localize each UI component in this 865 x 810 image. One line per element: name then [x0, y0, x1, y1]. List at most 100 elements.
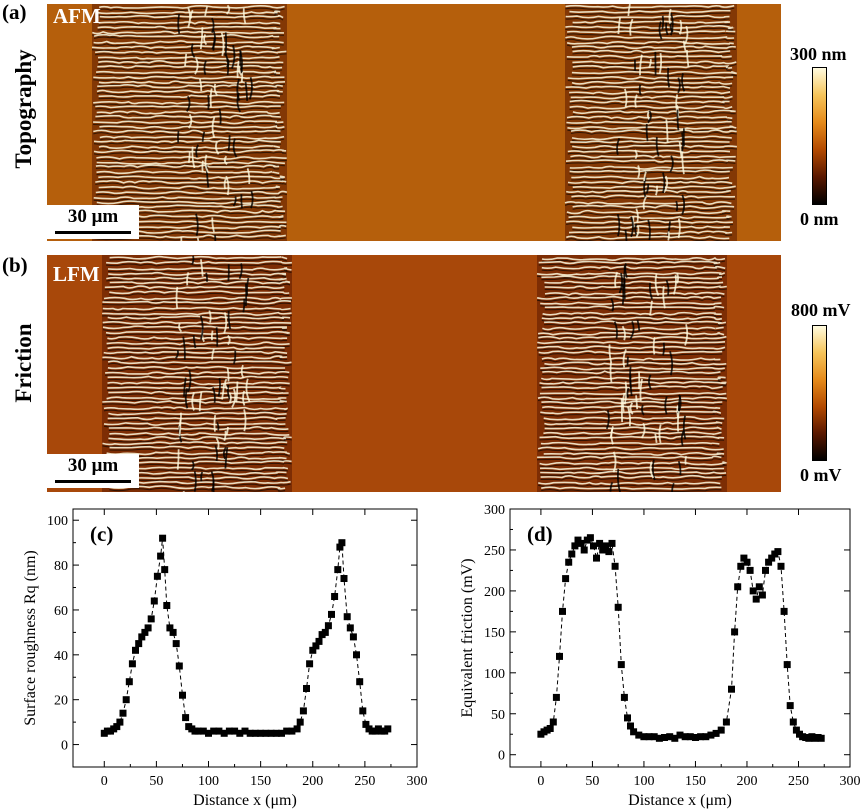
- data-point: [620, 693, 628, 701]
- y-tick-label: 150: [484, 626, 505, 641]
- data-point: [565, 558, 573, 566]
- data-point: [717, 726, 725, 734]
- x-axis-label: Distance x (μm): [628, 792, 732, 809]
- data-point: [559, 607, 566, 615]
- data-point: [707, 731, 715, 739]
- y-tick-label: 250: [484, 544, 505, 559]
- data-point: [768, 554, 776, 562]
- x-tick-label: 50: [149, 774, 163, 789]
- x-axis-label: Distance x (μm): [193, 792, 297, 809]
- data-point: [762, 566, 769, 574]
- data-point: [577, 539, 585, 547]
- data-point: [728, 685, 735, 693]
- data-point: [288, 727, 296, 735]
- panel-a-label: (a): [2, 0, 27, 24]
- data-point: [334, 566, 342, 574]
- data-point: [293, 725, 301, 733]
- x-tick-label: 250: [354, 774, 375, 789]
- afm-title: AFM: [53, 4, 101, 28]
- data-point: [241, 727, 249, 735]
- x-tick-label: 200: [302, 774, 323, 789]
- lfm-friction-image: [47, 255, 781, 492]
- friction-colorbar: [812, 325, 827, 461]
- y-tick-label: 200: [484, 585, 505, 600]
- x-tick-label: 100: [198, 774, 219, 789]
- data-point: [627, 722, 634, 730]
- data-point: [630, 728, 638, 736]
- data-point: [614, 603, 622, 611]
- data-point: [159, 534, 167, 542]
- data-point: [312, 642, 320, 650]
- data-point: [755, 583, 763, 591]
- data-point: [163, 602, 171, 609]
- y-tick-label: 0: [498, 749, 505, 764]
- lfm-title: LFM: [53, 262, 100, 286]
- data-point: [220, 729, 228, 737]
- data-point: [331, 593, 339, 600]
- data-point: [205, 729, 212, 737]
- data-point: [175, 662, 183, 670]
- data-point: [179, 691, 186, 699]
- topography-colorbar: [812, 67, 827, 205]
- data-point: [697, 733, 705, 741]
- data-point: [257, 729, 265, 737]
- data-point: [321, 628, 329, 636]
- data-point: [328, 610, 335, 618]
- plot-frame: [72, 508, 418, 768]
- data-point: [153, 572, 161, 580]
- data-point: [125, 678, 133, 686]
- data-point: [303, 685, 310, 692]
- data-point: [645, 733, 653, 741]
- x-tick-label: 250: [788, 774, 809, 789]
- data-point: [666, 733, 674, 741]
- lfm-scalebar: 30 μm: [47, 454, 139, 488]
- data-point: [712, 729, 720, 737]
- topography-colorbar-max: 300 nm: [790, 44, 847, 64]
- data-point: [262, 729, 270, 737]
- data-point: [624, 714, 631, 722]
- data-point: [568, 550, 576, 558]
- data-point: [611, 562, 619, 570]
- y-tick-label: 20: [54, 694, 68, 709]
- x-tick-label: 150: [685, 774, 706, 789]
- roughness-chart: 0 50 100 150 200 250 300 0 20 40 60 80 100 (c) Distanc…: [22, 508, 428, 809]
- data-point: [593, 554, 600, 562]
- afm-topography-image: [47, 4, 781, 241]
- y-axis-label: Surface roughness Rq (nm): [22, 550, 39, 726]
- data-point: [315, 637, 323, 645]
- data-point: [169, 628, 177, 636]
- data-point: [251, 729, 259, 737]
- data-point: [722, 718, 730, 726]
- data-point: [786, 702, 794, 710]
- data-point: [161, 566, 169, 574]
- wrinkle-band-2: [564, 4, 738, 241]
- data-point: [340, 575, 348, 582]
- data-point: [210, 727, 218, 735]
- data-point: [296, 718, 304, 726]
- data-point: [246, 729, 254, 737]
- data-point: [324, 622, 332, 630]
- data-point: [749, 587, 757, 595]
- panel-b-label: (b): [2, 253, 28, 277]
- data-point: [135, 640, 143, 648]
- lfm-scalebar-line: [55, 480, 131, 483]
- wrinkle-band-2: [536, 255, 728, 492]
- data-point: [671, 734, 679, 742]
- afm-scalebar-line: [55, 231, 131, 234]
- data-point: [605, 548, 613, 556]
- data-point: [362, 720, 370, 728]
- data-point: [692, 734, 699, 741]
- data-point: [144, 624, 152, 632]
- data-point: [353, 651, 360, 659]
- friction-chart: 0 50 100 150 200 250 300 0 50 100 150 200 250 300 (d) D…: [459, 503, 861, 809]
- data-point: [580, 546, 588, 554]
- data-point: [122, 696, 130, 704]
- y-tick-label: 40: [54, 649, 68, 664]
- data-point: [608, 539, 616, 547]
- data-point: [737, 562, 745, 570]
- y-tick-label: 80: [54, 559, 68, 574]
- data-point: [272, 729, 280, 737]
- data-point: [746, 566, 754, 574]
- data-point: [731, 628, 739, 636]
- data-point: [562, 575, 570, 583]
